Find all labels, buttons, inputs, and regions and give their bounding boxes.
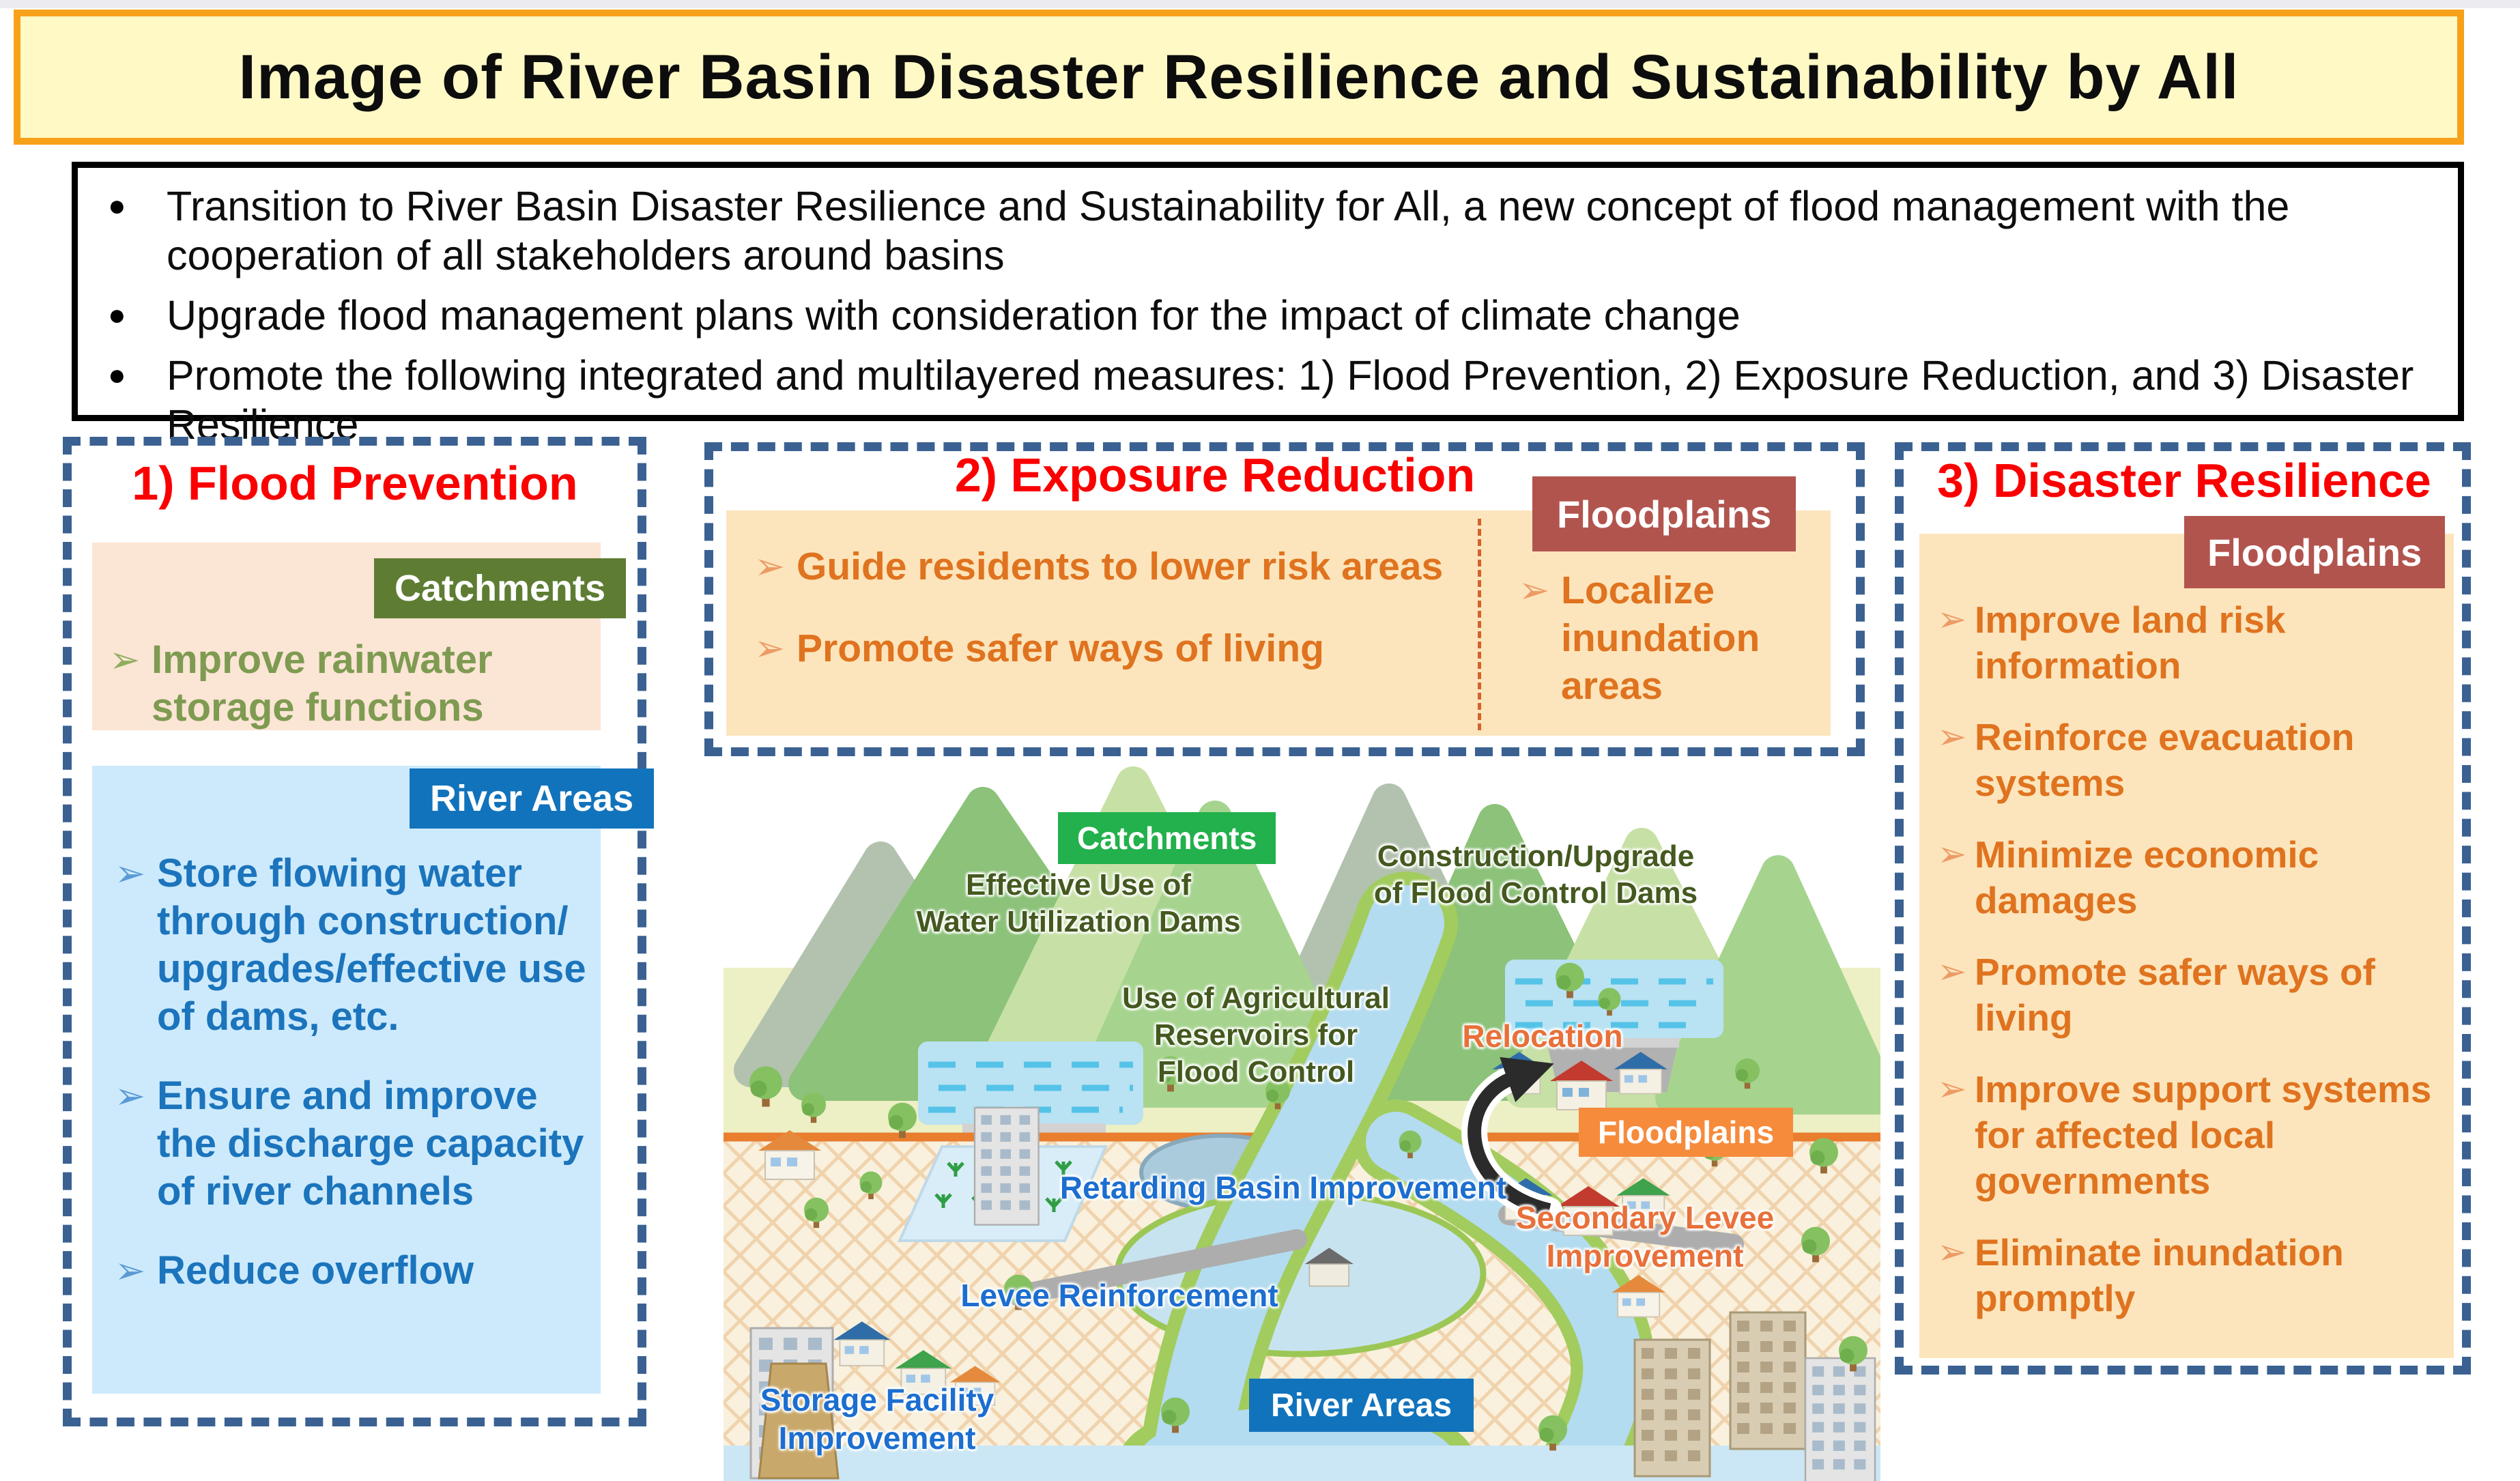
secondary-levee-label: Secondary Levee Improvement <box>1515 1200 1775 1274</box>
floodplains-section-box <box>1919 534 2454 1358</box>
overview-bullet-text: Promote the following integrated and mul… <box>167 352 2414 448</box>
disaster-resilience-bullets: ➢ Improve land risk information ➢ Reinfo… <box>1937 597 2456 1321</box>
river-basin-illustration: Catchments Effective Use of Water Utiliz… <box>724 763 1880 1481</box>
list-item: ➢ Localize inundation areas <box>1519 566 1833 710</box>
arrow-bullet-icon: ➢ <box>754 628 786 669</box>
construction-upgrade-dams-label: Construction/Upgrade of Flood Control Da… <box>1373 839 1698 910</box>
list-item: ➢ Promote safer ways of living <box>754 624 1478 672</box>
arrow-bullet-icon: ➢ <box>115 1076 146 1117</box>
floodplains-chip: Floodplains <box>2184 516 2446 588</box>
exposure-reduction-frame <box>704 442 1865 756</box>
arrow-bullet-icon: ➢ <box>1937 717 1967 757</box>
exposure-left-bullets: ➢ Guide residents to lower risk areas ➢ … <box>754 543 1478 672</box>
arrow-bullet-icon: ➢ <box>109 639 141 680</box>
title-banner: Image of River Basin Disaster Resilience… <box>14 10 2464 145</box>
arrow-bullet-icon: ➢ <box>115 853 146 894</box>
list-item: ➢ Improve rainwater storage functions <box>109 637 493 730</box>
list-item: ➢ Store flowing water through constructi… <box>115 851 586 1039</box>
exposure-reduction-title: 2) Exposure Reduction <box>954 448 1476 502</box>
list-item: ➢ Promote safer ways of living <box>1937 951 2375 1039</box>
list-item: ➢ Minimize economic damages <box>1937 833 2319 921</box>
storage-facility-label: Storage Facility Improvement <box>760 1382 994 1456</box>
arrow-bullet-icon: ➢ <box>115 1250 146 1291</box>
flood-prevention-title: 1) Flood Prevention <box>132 457 578 510</box>
river-areas-chip: River Areas <box>410 768 655 829</box>
list-item: ➢ Reduce overflow <box>115 1247 599 1295</box>
page-title: Image of River Basin Disaster Resilience… <box>238 42 2239 112</box>
overview-bullet-text: Transition to River Basin Disaster Resil… <box>167 183 2290 278</box>
river-areas-bullets: ➢ Store flowing water through constructi… <box>115 850 599 1295</box>
illustration-floodplains-chip: Floodplains <box>1579 1108 1794 1157</box>
arrow-bullet-icon: ➢ <box>1519 570 1550 611</box>
exposure-right-bullets: ➢ Localize inundation areas <box>1519 566 1833 710</box>
retarding-basin-label: Retarding Basin Improvement <box>1059 1170 1507 1205</box>
top-window-strip <box>0 0 2520 8</box>
effective-use-dams-label: Effective Use of Water Utilization Dams <box>916 868 1241 938</box>
overview-box: ● Transition to River Basin Disaster Res… <box>72 162 2464 448</box>
arrow-bullet-icon: ➢ <box>1937 952 1967 992</box>
bullet-dot-icon: ● <box>108 358 126 392</box>
bullet-dot-icon: ● <box>108 298 126 332</box>
arrow-bullet-icon: ➢ <box>1937 600 1967 639</box>
overview-bullet-text: Upgrade flood management plans with cons… <box>167 292 1741 339</box>
arrow-bullet-icon: ➢ <box>754 546 786 587</box>
flood-prevention-frame <box>63 437 646 1426</box>
catchments-chip: Catchments <box>374 558 627 618</box>
illustration-catchments-chip: Catchments <box>1058 812 1276 864</box>
list-item: ➢ Improve support systems for affected l… <box>1937 1068 2432 1202</box>
relocation-arrow-icon <box>1461 1056 1562 1223</box>
bullet-dot-icon: ● <box>108 189 126 222</box>
arrow-bullet-icon: ➢ <box>1937 1233 1967 1272</box>
disaster-resilience-frame <box>1895 442 2471 1375</box>
overview-bullet: ● Transition to River Basin Disaster Res… <box>101 182 2458 280</box>
list-item: ➢ Guide residents to lower risk areas <box>754 543 1478 590</box>
arrow-bullet-icon: ➢ <box>1937 835 1967 874</box>
agricultural-reservoirs-label: Use of Agricultural Reservoirs for Flood… <box>1122 981 1390 1089</box>
overview-bullet: ● Promote the following integrated and m… <box>101 351 2458 449</box>
disaster-resilience-title: 3) Disaster Resilience <box>1937 454 2431 507</box>
illustration-river-areas-chip: River Areas <box>1249 1379 1474 1432</box>
list-item: ➢ Improve land risk information <box>1937 599 2286 687</box>
list-item: ➢ Eliminate inundation promptly <box>1937 1231 2344 1319</box>
arrow-bullet-icon: ➢ <box>1937 1069 1967 1109</box>
catchments-bullets: ➢ Improve rainwater storage functions <box>109 636 587 732</box>
list-item: ➢ Ensure and improve the discharge capac… <box>115 1074 584 1213</box>
levee-reinforcement-label: Levee Reinforcement <box>960 1278 1278 1313</box>
list-item: ➢ Reinforce evacuation systems <box>1937 716 2355 804</box>
dashed-divider <box>1478 519 1481 730</box>
buildings <box>749 1051 1876 1481</box>
river-areas-section-box <box>92 766 601 1394</box>
overview-bullet: ● Upgrade flood management plans with co… <box>101 291 2458 340</box>
floodplains-chip: Floodplains <box>1532 476 1796 551</box>
relocation-label: Relocation <box>1462 1018 1623 1054</box>
